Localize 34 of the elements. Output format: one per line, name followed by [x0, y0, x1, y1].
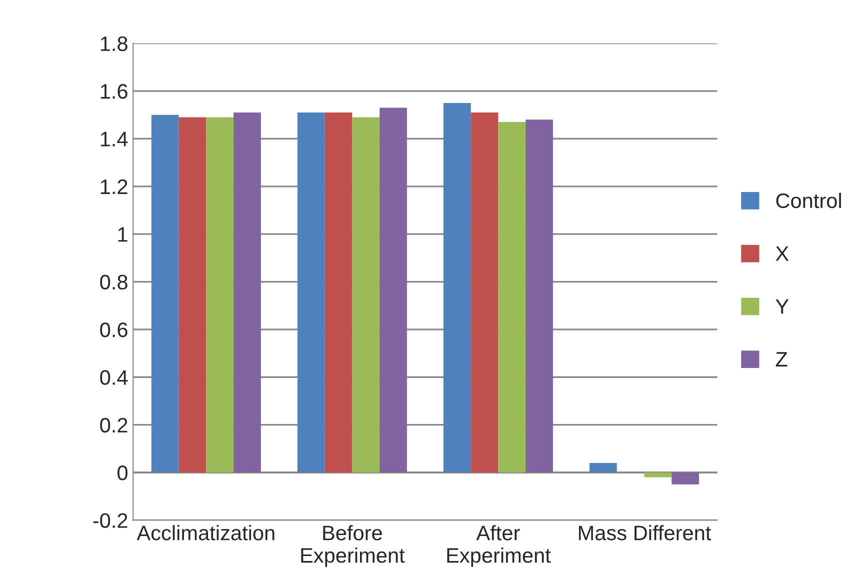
- legend-label: X: [776, 246, 789, 261]
- legend-label: Y: [776, 299, 789, 314]
- x-tick-label: Before Experiment: [301, 525, 405, 567]
- y-tick-label: 1.2: [100, 179, 128, 194]
- y-tick-label: 1.4: [100, 132, 128, 146]
- bar: [234, 112, 261, 473]
- legend-label: Control: [776, 192, 841, 208]
- y-tick-label: -0.2: [93, 513, 128, 528]
- bar: [324, 112, 352, 473]
- x-tick-label: After Experiment: [447, 525, 551, 567]
- y-tick-label: 0: [118, 466, 128, 480]
- bar: [178, 117, 206, 473]
- bar: [589, 462, 617, 473]
- bar: [297, 112, 325, 473]
- bar: [498, 122, 526, 473]
- bar: [644, 472, 672, 478]
- y-tick-label: 1.6: [100, 84, 128, 99]
- bar: [151, 114, 179, 473]
- y-tick-label: 1.8: [100, 36, 128, 52]
- legend-label: Z: [776, 352, 788, 367]
- bar: [526, 120, 553, 473]
- bar: [206, 117, 234, 473]
- x-tick-label: Mass Different: [578, 525, 712, 540]
- bar: [470, 112, 498, 473]
- bar: [352, 117, 380, 473]
- bar: [443, 102, 471, 473]
- y-tick-label: 0.8: [100, 274, 128, 290]
- x-tick-label: Acclimatization: [136, 525, 274, 540]
- y-tick-label: 0.2: [100, 418, 128, 433]
- bar: [380, 108, 407, 473]
- y-tick-label: 0.4: [100, 370, 128, 385]
- bar: [672, 472, 700, 484]
- y-tick-label: 1: [118, 227, 128, 242]
- y-tick-label: 0.6: [100, 322, 128, 338]
